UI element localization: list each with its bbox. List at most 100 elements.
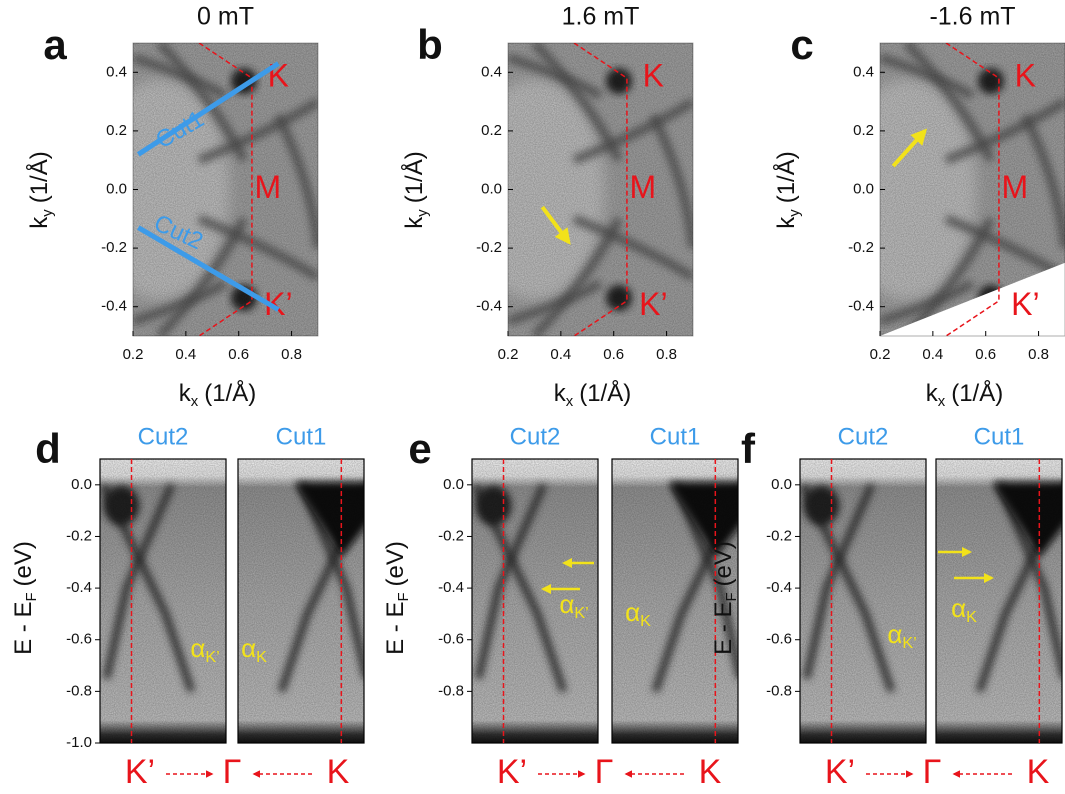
label-unit: (1/Å) [400,151,428,203]
x-tick-label: 0.6 [975,346,996,363]
label-main: α [241,633,256,663]
y-tick-label: -0.8 [438,682,464,699]
path-label: Γ [923,753,942,791]
label-main: k [926,380,939,407]
arrow [891,128,928,168]
x-tick-label: 0.8 [1028,346,1049,363]
panel-letter: b [417,21,443,68]
panel-title: 0 mT [197,3,254,31]
missing-corner [880,262,1065,336]
label: kx (1/Å) [926,379,1003,410]
y-tick-label: -0.6 [438,631,464,648]
label-main: α [887,619,902,649]
label-sub: x [566,394,574,410]
y-tick-label: -1.0 [66,734,92,751]
arpes-cut [936,459,1062,743]
cut-line [137,225,280,312]
x-tick-label: 0.4 [550,346,571,363]
label-unit: (1/Å) [204,379,256,407]
frame [237,458,365,744]
label-sub: y [40,209,56,217]
panel-letter: e [408,425,431,472]
label: ky (1/Å) [772,151,803,228]
y-tick-label: -0.4 [438,579,464,596]
arpes-cut [612,459,738,743]
frame [471,458,599,744]
x-tick-label: 0.2 [123,346,144,363]
path-label: Γ [595,753,614,791]
label-main: α [625,597,640,627]
x-tick-label: 0.6 [228,346,249,363]
arpes-map [508,43,693,336]
label-unit: (1/Å) [579,379,631,407]
y-tick-label: -0.2 [438,527,464,544]
point-label: K’ [639,286,667,322]
arpes-map [880,43,1065,336]
frame [799,458,927,744]
cut-label: Cut2 [838,423,889,450]
y-tick-label: -0.4 [66,579,92,596]
panel-letter: d [35,425,61,472]
cut-label: Cut1 [974,423,1025,450]
label: αK [951,593,977,626]
point-label: M [254,169,281,205]
y-tick-label: 0.0 [71,476,92,493]
cut-label: Cut1 [276,423,327,450]
label: αK [625,597,651,630]
y-tick-label: -0.2 [66,527,92,544]
label: αK’ [887,619,916,652]
y-tick-label: -0.6 [766,631,792,648]
label-unit: (eV) [710,541,737,586]
y-tick-label: -0.8 [66,682,92,699]
path-label: K’ [497,753,527,791]
point-label: M [1001,169,1028,205]
label-main: α [190,633,205,663]
arpes-cut [472,459,598,743]
label-sub: x [191,394,199,410]
label-unit: (1/Å) [951,379,1003,407]
label-main: α [559,589,574,619]
label: ky (1/Å) [400,151,431,228]
y-tick-label: -0.2 [848,239,874,256]
label-unit: (1/Å) [772,151,800,203]
label-sub: K [256,648,267,666]
label-main: k [773,216,800,229]
arrow [540,205,571,245]
label: E - EF (eV) [10,541,40,655]
point-label: K [268,58,289,94]
label: αK’ [559,589,588,622]
label: kx (1/Å) [554,379,631,410]
y-tick-label: -0.4 [476,298,502,315]
label-sub: y [787,209,803,217]
label-unit: (1/Å) [25,151,53,203]
x-tick-label: 0.4 [175,346,196,363]
cut-label: Cut2 [510,423,561,450]
y-tick-label: -0.8 [766,682,792,699]
x-tick-label: 0.2 [870,346,891,363]
grain [238,459,364,743]
label-main: E - E [382,602,409,655]
label-sub: K’ [205,648,219,666]
label-main: k [554,380,567,407]
x-tick-label: 0.2 [498,346,519,363]
panel-letter: a [43,21,67,68]
y-tick-label: -0.2 [766,527,792,544]
frame [611,458,739,744]
label-sub: y [415,209,431,217]
label: E - EF (eV) [382,541,412,655]
point-label: K’ [1011,286,1039,322]
path-label: K [699,753,722,791]
label-sub: K’ [902,634,916,652]
label-main: k [179,380,192,407]
y-tick-label: -0.4 [848,298,874,315]
label: ky (1/Å) [25,151,56,228]
grain [800,459,926,743]
arpes-map [133,43,318,336]
arpes-cut [800,459,926,743]
grain [100,459,226,743]
x-tick-label: 0.8 [281,346,302,363]
arpes-cut [100,459,226,743]
cut-label: Cut2 [138,423,189,450]
x-tick-label: 0.4 [922,346,943,363]
